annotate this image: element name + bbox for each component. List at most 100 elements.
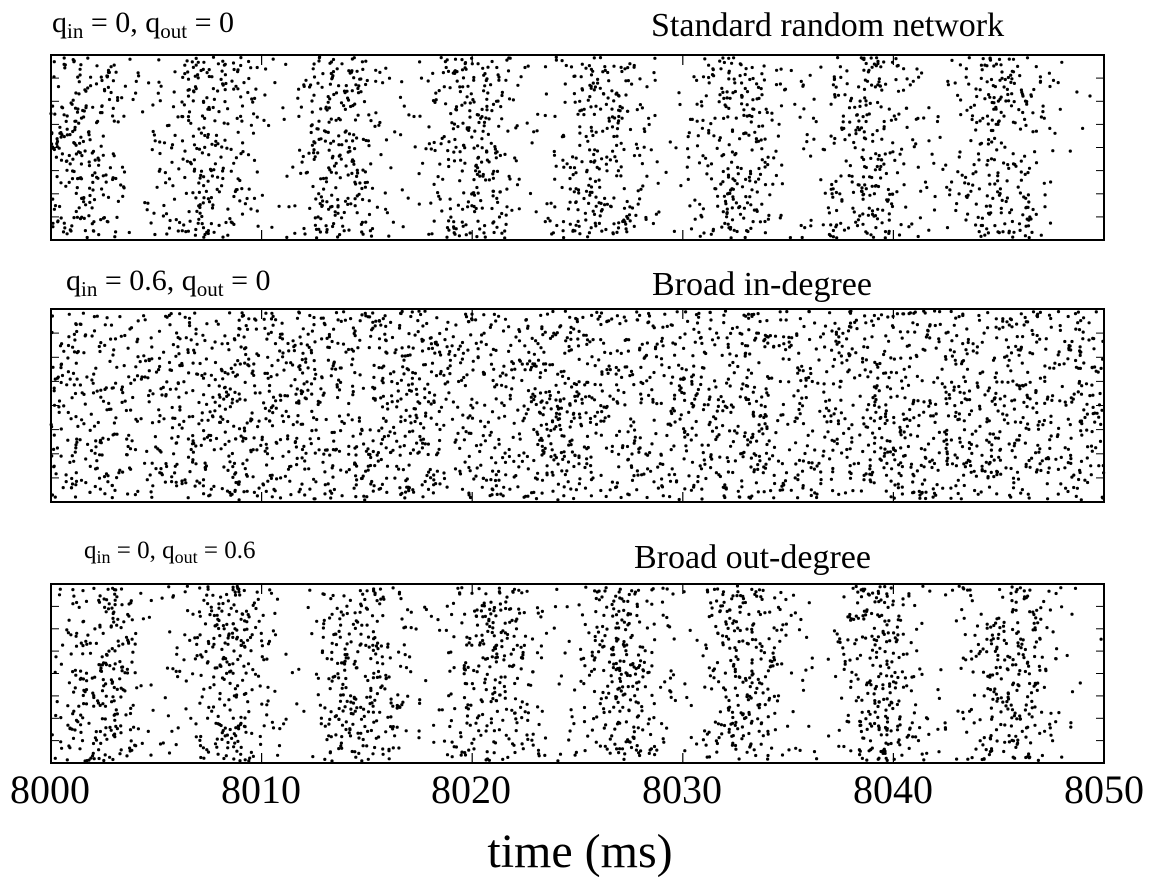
spike-point — [57, 410, 61, 414]
spike-point — [227, 348, 231, 352]
spike-point — [350, 89, 354, 93]
spike-point — [974, 170, 978, 174]
spike-point — [447, 352, 451, 356]
spike-point — [391, 448, 395, 452]
spike-point — [1035, 315, 1040, 319]
spike-point — [97, 476, 102, 480]
spike-point — [100, 104, 104, 108]
spike-point — [748, 169, 753, 173]
spike-point — [629, 369, 634, 373]
spike-point — [985, 438, 989, 442]
spike-point — [412, 490, 416, 494]
spike-point — [866, 213, 871, 217]
spike-point — [920, 379, 924, 383]
spike-point — [549, 428, 553, 433]
spike-point — [85, 375, 89, 379]
spike-point — [715, 146, 719, 150]
spike-point — [432, 478, 436, 482]
spike-point — [764, 387, 768, 391]
spike-point — [309, 351, 314, 355]
spike-point — [862, 422, 866, 426]
spike-point — [452, 220, 456, 224]
spike-point — [547, 390, 552, 394]
spike-point — [1027, 236, 1031, 240]
spike-point — [304, 171, 308, 175]
spike-point — [446, 366, 450, 370]
spike-point — [900, 485, 904, 489]
spike-point — [870, 209, 875, 213]
spike-point — [296, 414, 300, 418]
spike-point — [1028, 465, 1032, 469]
spike-point — [327, 120, 331, 124]
spike-point — [434, 374, 439, 378]
spike-point — [602, 341, 606, 345]
spike-point — [1026, 171, 1030, 175]
spike-point — [206, 135, 210, 139]
spike-point — [451, 400, 455, 404]
spike-point — [1048, 438, 1052, 442]
spike-point — [225, 146, 229, 150]
spike-point — [748, 195, 752, 199]
spike-point — [536, 442, 540, 447]
spike-point — [911, 138, 915, 142]
spike-point — [637, 447, 641, 451]
spike-point — [994, 325, 998, 329]
spike-point — [764, 462, 768, 466]
spike-point — [576, 219, 580, 223]
spike-point — [59, 363, 63, 367]
spike-point — [507, 97, 512, 101]
spike-point — [963, 379, 968, 384]
spike-point — [491, 469, 495, 473]
spike-point — [1034, 161, 1039, 165]
spike-point — [1048, 221, 1053, 225]
spike-point — [172, 452, 176, 456]
spike-point — [748, 77, 752, 82]
spike-point — [74, 483, 78, 487]
spike-point — [377, 366, 381, 370]
spike-point — [920, 71, 924, 75]
spike-point — [728, 363, 732, 367]
spike-point — [617, 108, 621, 112]
spike-point — [897, 112, 901, 116]
spike-point — [626, 66, 630, 70]
spike-point — [1040, 459, 1044, 463]
spike-point — [660, 363, 664, 367]
spike-point — [203, 145, 207, 149]
spike-point — [339, 380, 343, 384]
spike-point — [1069, 396, 1073, 400]
spike-point — [1018, 74, 1022, 78]
spike-point — [800, 469, 805, 473]
spike-point — [380, 405, 385, 409]
spike-point — [692, 483, 696, 487]
spike-point — [230, 401, 234, 405]
spike-point — [452, 159, 457, 163]
spike-point — [825, 420, 829, 424]
spike-point — [225, 489, 230, 493]
spike-point — [423, 387, 427, 391]
spike-point — [309, 348, 313, 352]
spike-point — [180, 479, 184, 483]
spike-point — [758, 319, 762, 324]
spike-point — [711, 67, 715, 71]
spike-point — [657, 210, 661, 214]
spike-point — [997, 57, 1002, 62]
spike-point — [100, 111, 104, 115]
spike-point — [744, 384, 749, 388]
spike-point — [924, 496, 928, 501]
spike-point — [257, 486, 261, 490]
spike-point — [586, 235, 590, 239]
spike-point — [261, 482, 265, 486]
spike-point — [589, 226, 593, 230]
spike-point — [472, 204, 476, 209]
spike-point — [1086, 480, 1090, 485]
spike-point — [568, 187, 572, 191]
spike-point — [201, 99, 206, 103]
spike-point — [418, 434, 422, 439]
spike-point — [203, 116, 207, 120]
spike-point — [577, 357, 581, 361]
spike-point — [318, 202, 322, 206]
spike-point — [927, 404, 931, 408]
spike-point — [515, 124, 519, 128]
spike-point — [605, 404, 609, 409]
spike-point — [562, 450, 566, 454]
